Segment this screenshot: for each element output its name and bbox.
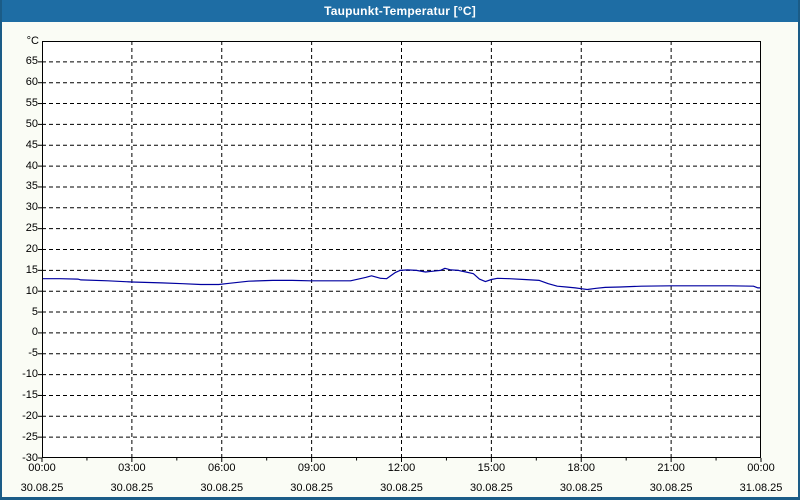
x-date-label: 30.08.25 <box>649 482 693 494</box>
window-titlebar[interactable]: Taupunkt-Temperatur [°C] <box>2 0 798 22</box>
y-tick-label: 25 <box>25 222 38 235</box>
x-date-label: 30.08.25 <box>380 482 423 494</box>
y-tick-label: 5 <box>31 305 38 318</box>
y-tick-label: -20 <box>22 409 38 422</box>
y-tick-label: 30 <box>25 201 38 214</box>
x-time-label: 06:00 <box>207 462 236 474</box>
y-tick-label: 50 <box>25 117 38 130</box>
y-tick-label: -5 <box>28 347 38 360</box>
x-time-label: 18:00 <box>567 462 596 474</box>
x-time-label: 00:00 <box>747 462 775 474</box>
y-tick-label: 0 <box>31 326 38 339</box>
x-date-label: 30.08.25 <box>290 482 334 494</box>
y-tick-label: 35 <box>25 180 38 193</box>
x-date-label: 30.08.25 <box>559 482 603 494</box>
dew-point-line-chart <box>38 41 762 462</box>
x-time-label: 00:00 <box>28 462 56 474</box>
y-tick-label: 15 <box>25 263 38 276</box>
x-time-label: 21:00 <box>657 462 685 474</box>
y-tick-label: 60 <box>25 76 38 89</box>
chart-plot-area <box>38 41 762 462</box>
x-date-label: 30.08.25 <box>20 482 64 494</box>
x-time-label: 09:00 <box>297 462 326 474</box>
y-tick-label: -15 <box>22 388 38 401</box>
y-tick-label: 40 <box>25 159 38 172</box>
x-date-label: 30.08.25 <box>200 482 244 494</box>
y-tick-label: 45 <box>25 138 38 151</box>
window-title: Taupunkt-Temperatur [°C] <box>324 4 476 18</box>
y-tick-label: 65 <box>25 55 38 68</box>
y-tick-label: 10 <box>25 284 38 297</box>
x-time-label: 12:00 <box>387 462 416 474</box>
y-tick-label: 20 <box>25 243 38 255</box>
plot-frame <box>42 41 761 458</box>
x-date-label: 31.08.25 <box>739 482 783 494</box>
y-tick-label: -25 <box>22 430 38 443</box>
y-tick-label: -10 <box>22 368 38 381</box>
series-line <box>42 267 761 291</box>
x-time-label: 15:00 <box>477 462 506 474</box>
x-date-label: 30.08.25 <box>469 482 513 494</box>
y-tick-label: -30 <box>22 451 38 464</box>
x-date-label: 30.08.25 <box>110 482 154 494</box>
x-time-label: 03:00 <box>118 462 146 474</box>
y-axis-unit-label: °C <box>26 35 39 47</box>
y-tick-label: 55 <box>25 97 38 110</box>
